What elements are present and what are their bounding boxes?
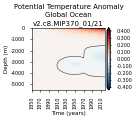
PathPatch shape bbox=[107, 87, 110, 90]
Y-axis label: Depth (m): Depth (m) bbox=[4, 45, 9, 73]
X-axis label: Time (years): Time (years) bbox=[51, 111, 86, 116]
Title: Potential Temperature Anomaly
Global Ocean
v2.c8.MIP370_01/21: Potential Temperature Anomaly Global Oce… bbox=[14, 4, 123, 27]
PathPatch shape bbox=[107, 28, 110, 31]
